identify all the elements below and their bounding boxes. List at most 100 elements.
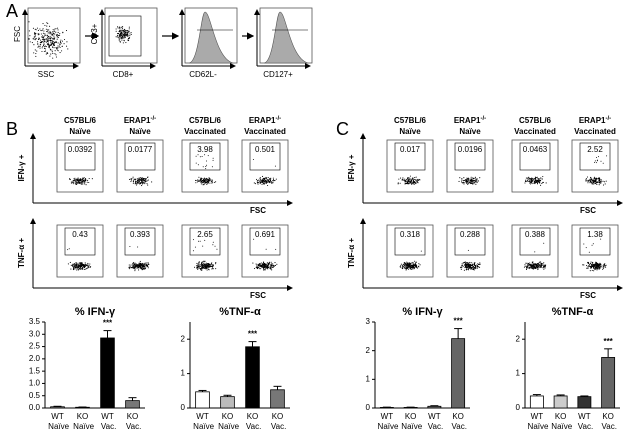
event-dot <box>72 181 74 183</box>
event-dot <box>54 50 56 52</box>
event-dot <box>271 269 273 271</box>
event-dot <box>540 261 542 263</box>
event-dot <box>259 177 261 180</box>
event-dot <box>539 181 541 183</box>
x-tick-label: WT Naïve <box>525 412 549 431</box>
event-dot <box>600 179 602 181</box>
event-dot <box>59 33 61 35</box>
y-tick-label: 1 <box>181 369 186 378</box>
event-dot <box>263 268 265 270</box>
event-dot <box>130 178 132 180</box>
event-dot <box>404 263 406 265</box>
event-dot <box>415 179 417 181</box>
event-dot <box>37 34 39 36</box>
event-dot <box>42 32 44 34</box>
event-dot <box>140 179 142 181</box>
event-dot <box>82 177 84 179</box>
event-dot <box>32 27 34 29</box>
event-dot <box>472 266 474 268</box>
event-dot <box>589 265 591 267</box>
event-dot <box>197 154 199 156</box>
event-dot <box>37 38 39 41</box>
event-dot <box>417 180 419 182</box>
event-dot <box>143 265 146 267</box>
event-dot <box>80 262 82 264</box>
gate-value: 0.43 <box>72 230 88 239</box>
gate <box>124 142 156 171</box>
event-dot <box>252 262 254 264</box>
event-dot <box>589 263 591 265</box>
event-dot <box>68 248 70 250</box>
event-dot <box>84 181 86 183</box>
event-dot <box>261 181 263 183</box>
event-dot <box>545 182 547 184</box>
event-dot <box>471 181 473 183</box>
event-dot <box>408 268 410 270</box>
event-dot <box>87 266 89 268</box>
event-dot <box>476 264 478 266</box>
event-dot <box>537 262 540 265</box>
event-dot <box>201 266 203 268</box>
event-dot <box>208 263 210 266</box>
event-dot <box>598 264 600 266</box>
event-dot <box>145 262 147 264</box>
column-header: Naïve <box>459 127 481 136</box>
event-dot <box>470 268 472 270</box>
event-dot <box>528 265 530 267</box>
row-label: IFN-γ + <box>347 154 356 181</box>
panel-label: C <box>336 119 349 139</box>
event-dot <box>57 45 59 47</box>
event-dot <box>202 166 204 168</box>
event-dot <box>147 263 149 265</box>
event-dot <box>40 33 42 35</box>
chart-title: %TNF-α <box>219 306 261 318</box>
event-dot <box>406 265 408 267</box>
event-dot <box>416 181 419 183</box>
y-tick-label: 0.0 <box>29 403 41 412</box>
event-dot <box>459 267 462 269</box>
event-dot <box>61 45 63 47</box>
event-dot <box>132 266 134 268</box>
event-dot <box>130 267 132 269</box>
event-dot <box>253 182 255 184</box>
event-dot <box>34 28 36 30</box>
event-dot <box>198 264 200 266</box>
event-dot <box>59 52 61 54</box>
event-dot <box>197 263 199 265</box>
event-dot <box>407 178 410 181</box>
event-dot <box>210 179 212 181</box>
gate <box>249 227 281 256</box>
histogram <box>263 11 309 64</box>
event-dot <box>81 264 83 266</box>
event-dot <box>477 263 480 266</box>
event-dot <box>117 33 119 35</box>
event-dot <box>141 269 143 271</box>
event-dot <box>591 183 593 185</box>
event-dot <box>202 181 204 183</box>
column-header: Naïve <box>399 127 421 136</box>
event-dot <box>468 262 470 264</box>
event-dot <box>536 176 538 178</box>
event-dot <box>195 162 197 164</box>
event-dot <box>56 49 59 51</box>
event-dot <box>536 181 538 183</box>
event-dot <box>461 263 463 265</box>
event-dot <box>39 42 41 44</box>
event-dot <box>41 41 43 43</box>
event-dot <box>267 177 269 179</box>
event-dot <box>267 263 270 265</box>
event-dot <box>63 38 66 41</box>
event-dot <box>589 182 591 184</box>
event-dot <box>201 155 203 157</box>
event-dot <box>404 183 406 185</box>
event-dot <box>594 161 596 163</box>
event-dot <box>417 178 419 180</box>
event-dot <box>591 244 593 246</box>
gate <box>108 15 142 57</box>
event-dot <box>39 44 41 46</box>
event-dot <box>602 162 604 164</box>
event-dot <box>28 38 30 40</box>
event-dot <box>134 262 136 264</box>
event-dot <box>595 261 597 264</box>
event-dot <box>587 182 589 184</box>
